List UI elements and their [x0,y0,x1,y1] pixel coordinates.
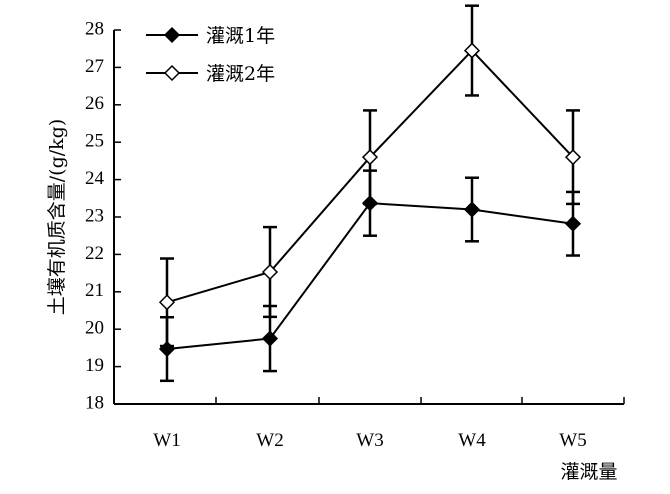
legend-marker-series-2 [163,64,181,82]
y-tick-label: 22 [85,243,104,264]
data-point [463,42,481,59]
y-tick-label: 26 [85,93,104,114]
series-1 [158,169,582,383]
data-point [158,294,176,311]
x-tick-label: W2 [256,430,283,451]
legend-marker-series-1 [163,26,181,44]
data-point [564,215,582,232]
data-point [564,149,582,166]
data-point [261,263,279,281]
y-axis-title: 土壤有机质含量/(g/kg) [46,119,68,315]
y-tick-label: 20 [85,318,104,339]
y-tick-label: 25 [85,131,104,152]
legend-label-series-2: 灌溉2年 [206,63,275,85]
data-point [361,195,379,212]
y-tick-label: 24 [85,168,105,189]
x-tick-label: W1 [153,430,180,451]
y-tick-label: 28 [85,18,104,39]
data-point [463,201,481,218]
x-tick-label: W3 [356,430,383,451]
series-layer [158,4,582,383]
legend-label-series-1: 灌溉1年 [206,25,275,47]
data-point [158,340,176,358]
series-2 [158,4,582,348]
y-tick-label: 18 [85,392,104,413]
y-tick-label: 23 [85,205,104,226]
x-axis-title: 灌溉量 [560,461,617,483]
y-ticks: 18 19 20 21 22 23 24 25 26 27 28 [85,18,121,413]
legend: 灌溉1年 灌溉2年 [146,25,275,85]
x-tick-label: W5 [559,430,586,451]
data-point [361,149,379,166]
x-tick-label: W4 [458,430,486,451]
y-tick-label: 21 [85,280,104,301]
x-ticks: W1 W2 W3 W4 W5 [153,397,625,451]
y-tick-label: 27 [85,56,104,77]
data-point [261,330,279,347]
y-tick-label: 19 [85,355,104,376]
